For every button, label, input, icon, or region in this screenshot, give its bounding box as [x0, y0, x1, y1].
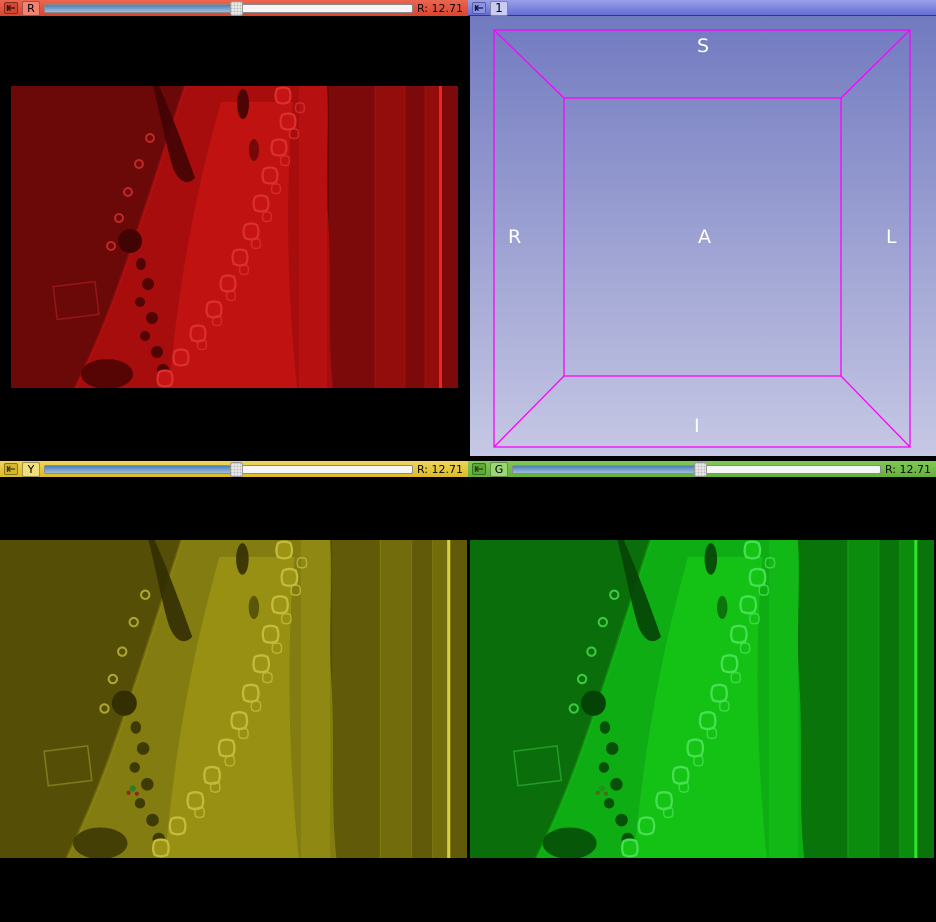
threed-panel: 1 S R A L I — [468, 0, 936, 461]
orientation-label-right: R — [508, 226, 522, 248]
threed-pin-button[interactable] — [472, 2, 486, 14]
red-slider-fill — [45, 4, 237, 12]
ct-sagittal-image-red — [11, 86, 458, 388]
pin-icon — [6, 466, 15, 472]
yellow-slice-offset-slider[interactable] — [44, 461, 413, 477]
ct-sagittal-image-green — [470, 540, 934, 858]
orientation-label-inferior: I — [694, 415, 700, 437]
green-slice-panel: G R: 12.71 — [468, 461, 936, 922]
ct-sagittal-image-yellow — [0, 540, 467, 858]
yellow-view-label-badge: Y — [22, 461, 40, 477]
green-slider-handle[interactable] — [694, 461, 708, 477]
bounding-box-wireframe — [493, 29, 911, 448]
yellow-slice-panel: Y R: 12.71 — [0, 461, 468, 922]
yellow-slice-controller-bar: Y R: 12.71 — [0, 461, 468, 477]
orientation-label-superior: S — [697, 35, 710, 57]
pin-icon — [474, 466, 483, 472]
orientation-label-anterior: A — [698, 226, 711, 248]
green-slice-offset-slider[interactable] — [512, 461, 881, 477]
green-slice-offset-value: R: 12.71 — [885, 462, 931, 476]
pin-icon — [474, 5, 483, 11]
green-pin-button[interactable] — [472, 463, 486, 475]
threed-view-label-badge: 1 — [490, 0, 508, 16]
threed-controller-bar: 1 — [468, 0, 936, 16]
red-slice-controller-bar: R R: 12.71 — [0, 0, 468, 16]
orientation-label-left: L — [886, 226, 897, 248]
pin-icon — [6, 5, 15, 11]
red-slice-offset-slider[interactable] — [44, 0, 413, 16]
red-slice-viewport[interactable] — [0, 16, 468, 461]
red-slice-panel: R R: 12.71 — [0, 0, 468, 461]
yellow-slice-viewport[interactable] — [0, 477, 468, 922]
green-slider-fill — [513, 465, 702, 473]
red-view-label-badge: R — [22, 0, 40, 16]
red-slice-offset-value: R: 12.71 — [417, 1, 463, 15]
yellow-slider-fill — [45, 465, 237, 473]
yellow-pin-button[interactable] — [4, 463, 18, 475]
yellow-slice-offset-value: R: 12.71 — [417, 462, 463, 476]
green-slice-viewport[interactable] — [468, 477, 936, 922]
green-slice-controller-bar: G R: 12.71 — [468, 461, 936, 477]
threed-viewport[interactable]: S R A L I — [470, 16, 936, 456]
red-pin-button[interactable] — [4, 2, 18, 14]
red-slider-handle[interactable] — [229, 0, 243, 16]
yellow-slider-handle[interactable] — [229, 461, 243, 477]
green-view-label-badge: G — [490, 461, 508, 477]
